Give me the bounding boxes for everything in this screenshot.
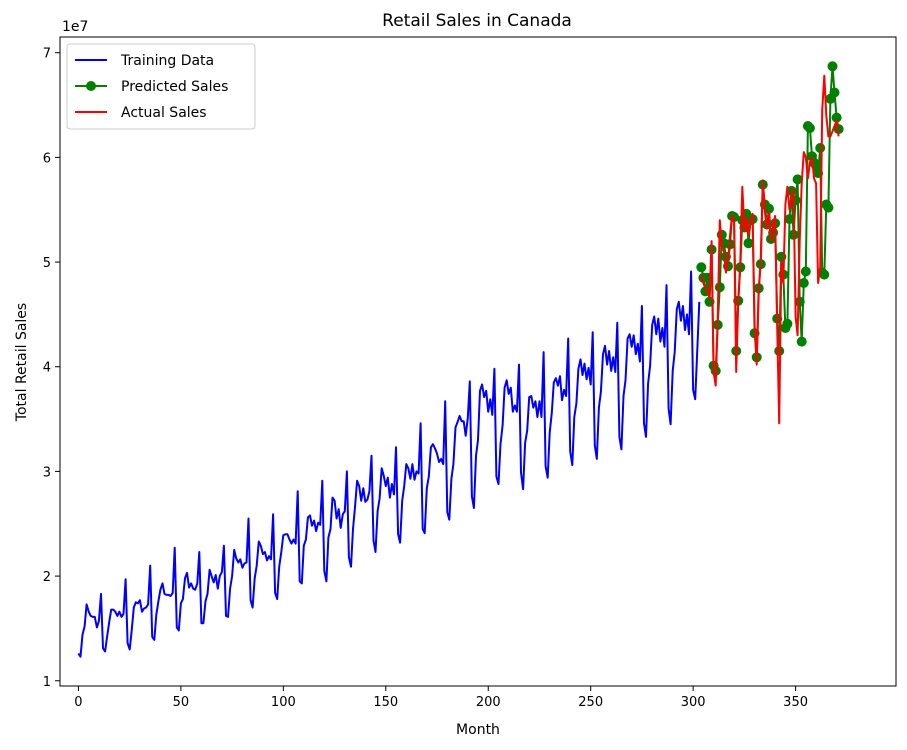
x-tick-label: 50 (173, 695, 190, 710)
data-point-predicted-sales (696, 262, 707, 273)
y-tick-label: 1 (43, 675, 51, 690)
data-point-predicted-sales (784, 214, 795, 225)
series-line-training-data (77, 270, 701, 658)
legend-marker-predicted-sales (86, 81, 96, 91)
x-axis-ticks: 0 50 100 150 200 250 300 350 (74, 686, 808, 710)
x-axis-label: Month (456, 722, 500, 738)
series-line-actual-sales (700, 74, 840, 425)
y-tick-label: 3 (43, 465, 51, 480)
chart-title: Retail Sales in Canada (382, 11, 572, 31)
data-point-predicted-sales (800, 266, 811, 277)
legend-label-training-data: Training Data (120, 53, 214, 69)
x-tick-label: 100 (271, 695, 296, 710)
data-point-predicted-sales (823, 202, 834, 213)
data-point-predicted-sales (792, 174, 803, 185)
legend-label-predicted-sales: Predicted Sales (121, 79, 228, 95)
data-point-predicted-sales (831, 112, 842, 123)
y-axis-ticks: 1 2 3 4 5 6 7 (43, 47, 60, 690)
y-axis-label: Total Retail Sales (14, 303, 30, 422)
legend: Training Data Predicted Sales Actual Sal… (66, 43, 256, 130)
plot-frame (59, 36, 897, 687)
y-tick-label: 2 (43, 570, 51, 585)
x-tick-label: 250 (578, 695, 603, 710)
data-point-predicted-sales (819, 269, 830, 280)
y-tick-label: 4 (43, 361, 51, 376)
data-point-predicted-sales (764, 203, 774, 214)
legend-frame (66, 43, 256, 130)
x-tick-label: 0 (74, 695, 82, 710)
x-tick-label: 300 (681, 695, 706, 710)
y-offset-label: 1e7 (62, 19, 88, 35)
data-point-predicted-sales (798, 278, 809, 288)
x-tick-label: 200 (476, 695, 501, 710)
plot-series (77, 61, 844, 658)
data-point-predicted-sales (804, 123, 815, 134)
data-point-predicted-sales (794, 296, 805, 307)
data-point-predicted-sales (796, 336, 807, 347)
x-tick-label: 150 (373, 695, 398, 710)
data-point-predicted-sales (743, 238, 754, 249)
data-point-predicted-sales (827, 61, 838, 72)
data-point-predicted-sales (815, 143, 826, 153)
data-point-predicted-sales (829, 87, 840, 98)
x-tick-label: 350 (783, 695, 808, 710)
y-tick-label: 7 (43, 47, 51, 62)
data-point-predicted-sales (782, 318, 793, 329)
y-tick-label: 6 (43, 151, 51, 166)
data-point-predicted-sales (714, 282, 725, 293)
y-tick-label: 5 (43, 256, 51, 271)
legend-label-actual-sales: Actual Sales (121, 105, 207, 121)
